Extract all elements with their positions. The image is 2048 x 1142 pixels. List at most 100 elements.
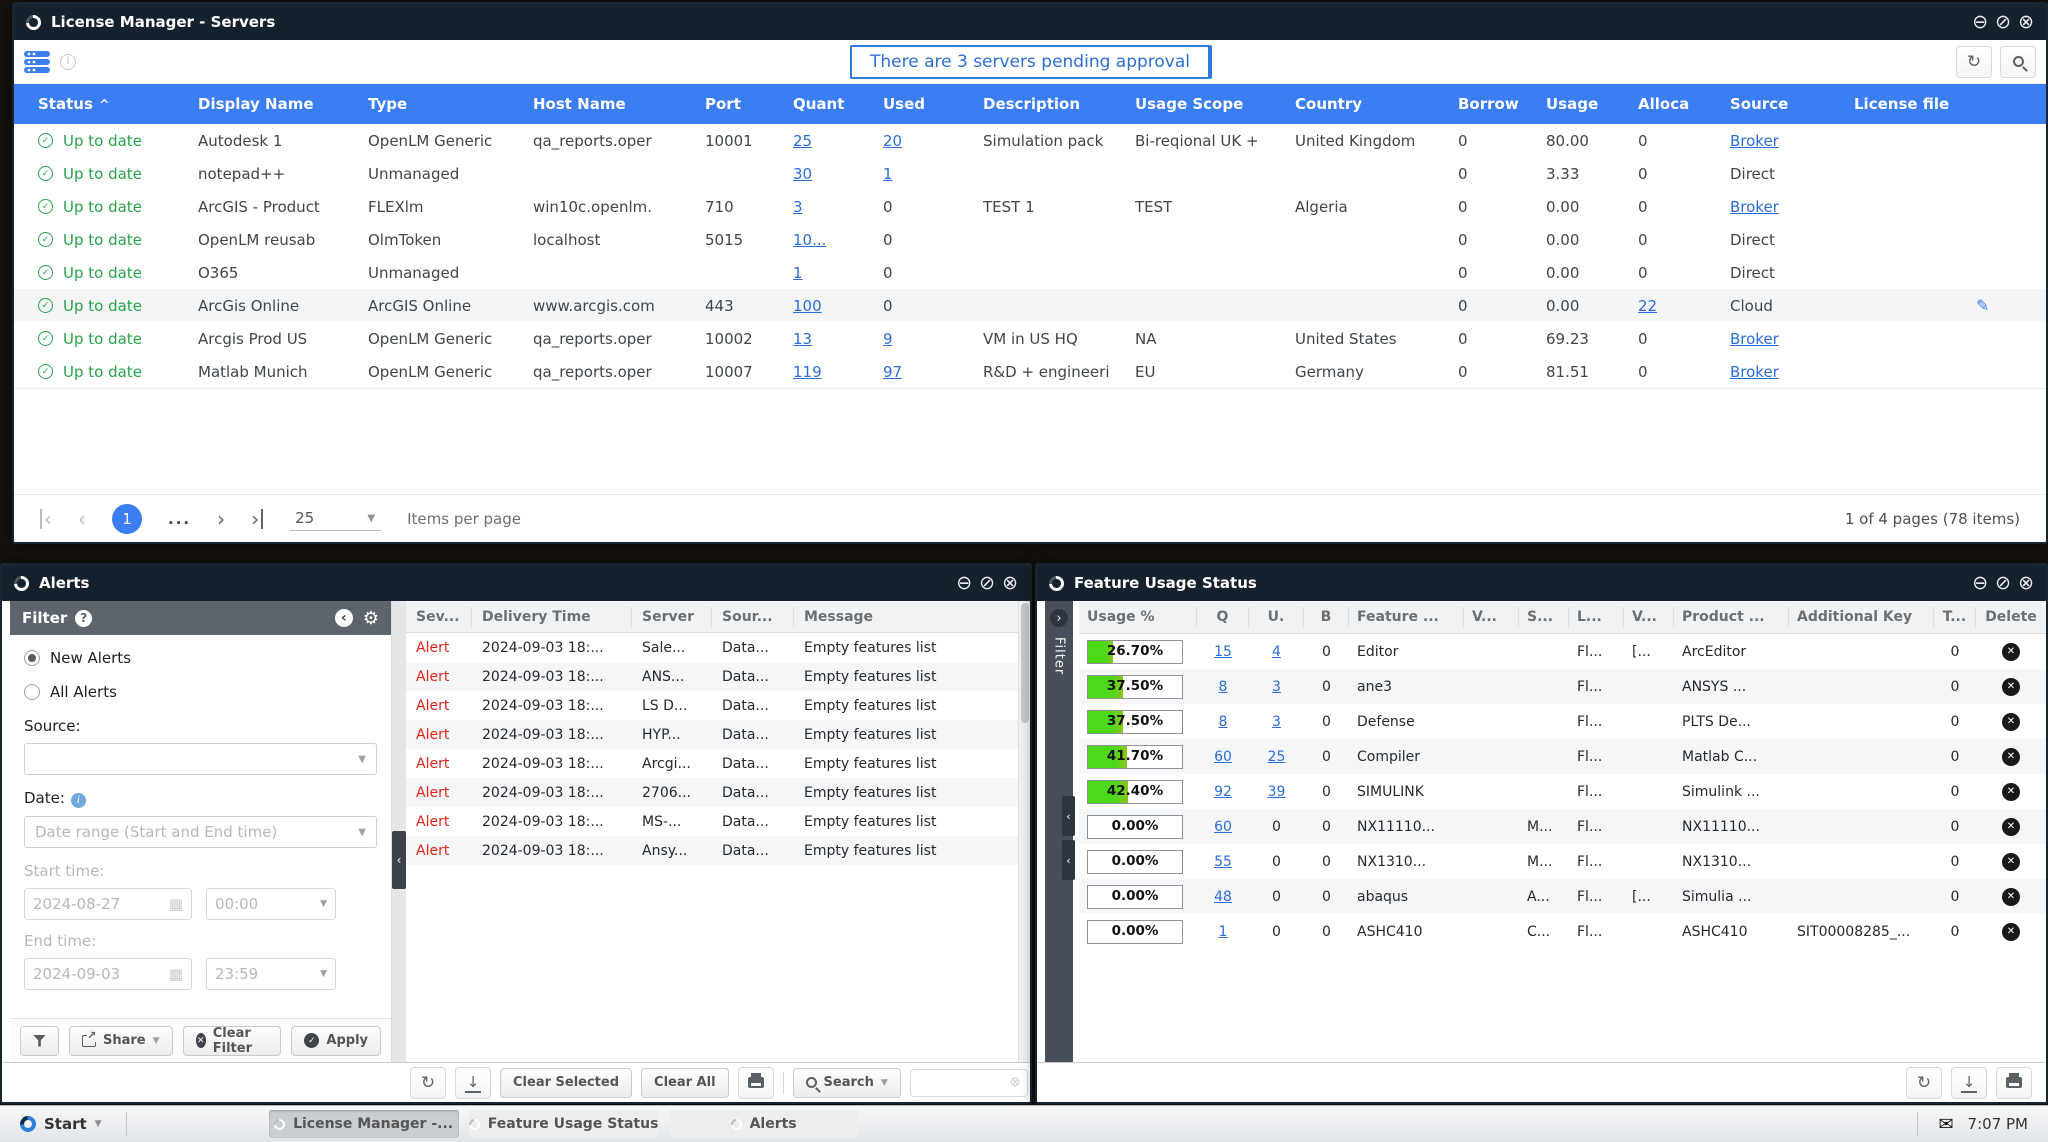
source-cell[interactable]: Broker [1730,329,1779,348]
quantity-cell[interactable]: 30 [793,164,813,183]
alert-row[interactable]: Alert 2024-09-03 18:... Sale... Data... Empt… [406,633,1018,662]
delete-icon[interactable]: ✕ [2002,712,2020,731]
delete-icon[interactable]: ✕ [2002,852,2020,871]
column-header-host-name[interactable]: Host Name [525,95,697,113]
column-header-status[interactable]: Status ^ [14,95,190,113]
next-page-button[interactable]: › [217,506,226,531]
scrollbar-thumb[interactable] [1021,603,1029,723]
quantity-cell[interactable]: 8 [1218,713,1228,730]
column-header-used[interactable]: Used [875,95,975,113]
taskbar-task-feature-usage-status[interactable]: Feature Usage Status [466,1110,659,1138]
quantity-cell[interactable]: 100 [793,296,822,315]
column-header-usage[interactable]: Usage [1538,95,1630,113]
delete-icon[interactable]: ✕ [2002,677,2020,696]
used-cell[interactable]: 39 [1267,783,1286,800]
column-header-q[interactable]: Q [1197,607,1249,627]
panel-splitter[interactable]: ‹ [392,601,406,1062]
download-button[interactable]: ↓ [455,1066,491,1099]
quantity-cell[interactable]: 13 [793,329,813,348]
column-header-quant[interactable]: Quant [785,95,875,113]
table-row[interactable]: ✓ Up to date ArcGis Online ArcGIS Online www… [14,289,2046,322]
feature-row[interactable]: 37.50% 8 3 0 ane3 Fl... ANSYS ... 0 ✕ [1079,669,2046,704]
minimize-icon[interactable]: ⊖ [1972,571,1989,594]
used-cell[interactable]: 25 [1267,748,1286,765]
first-page-button[interactable]: ‹ [40,508,52,529]
delete-icon[interactable]: ✕ [2002,922,2020,941]
table-row[interactable]: ✓ Up to date Arcgis Prod US OpenLM Generic q… [14,322,2046,355]
allocated-cell[interactable]: 22 [1638,296,1658,315]
column-header-product-[interactable]: Product ... [1674,607,1789,627]
column-header-feature-[interactable]: Feature ... [1349,607,1464,627]
feature-row[interactable]: 0.00% 60 0 0 NX11110... M... Fl... NX11110... 0 ✕ [1079,809,2046,844]
restore-icon[interactable]: ⊘ [1995,10,2012,33]
close-icon[interactable]: ⊗ [1002,571,1018,594]
column-header-sev-[interactable]: Sev... [406,606,472,627]
table-row[interactable]: ✓ Up to date notepad++ Unmanaged 30 1 0 3.33 0 Di… [14,157,2046,190]
current-page-button[interactable]: 1 [112,503,142,534]
quantity-cell[interactable]: 55 [1214,853,1232,870]
last-page-button[interactable]: › [251,508,264,529]
help-icon[interactable]: ? [75,609,93,627]
clear-selected-button[interactable]: Clear Selected [500,1067,633,1098]
close-icon[interactable]: ⊗ [2018,571,2034,594]
column-header-sour-[interactable]: Sour... [712,606,794,627]
quantity-cell[interactable]: 48 [1214,888,1232,905]
table-row[interactable]: ✓ Up to date ArcGIS - Product FLEXlm win10c.… [14,190,2046,223]
quantity-cell[interactable]: 15 [1214,643,1232,660]
info-icon[interactable]: i [70,793,86,808]
alert-row[interactable]: Alert 2024-09-03 18:... MS-... Data... Empty… [406,807,1018,836]
date-mode-select[interactable]: Date range (Start and End time) ▼ [24,816,377,848]
source-select[interactable]: ▼ [24,743,377,775]
delete-icon[interactable]: ✕ [2002,817,2020,836]
radio-new-alerts[interactable]: New Alerts [24,649,377,667]
calendar-icon[interactable]: ▦ [168,965,183,983]
column-header-additional-key[interactable]: Additional Key [1789,607,1934,627]
table-row[interactable]: ✓ Up to date Matlab Munich OpenLM Generic qa… [14,355,2046,388]
column-header-l-[interactable]: L... [1569,607,1624,627]
search-button[interactable]: Search ▼ [792,1067,901,1098]
mail-icon[interactable]: ✉ [1938,1113,1954,1135]
feature-row[interactable]: 26.70% 15 4 0 Editor Fl... [... ArcEditor 0 ✕ [1079,634,2046,669]
used-cell[interactable]: 4 [1272,643,1281,660]
restore-icon[interactable]: ⊘ [1995,571,2012,594]
more-pages-button[interactable]: ... [168,509,192,528]
delete-icon[interactable]: ✕ [2002,747,2020,766]
feature-row[interactable]: 42.40% 92 39 0 SIMULINK Fl... Simulink ... 0 ✕ [1079,774,2046,809]
quantity-cell[interactable]: 60 [1214,748,1232,765]
column-header-usage-[interactable]: Usage % [1079,607,1197,627]
used-cell[interactable]: 3 [1272,713,1281,730]
close-icon[interactable]: ⊗ [2018,10,2034,33]
apply-button[interactable]: ✓ Apply [291,1025,381,1056]
search-button[interactable] [2000,45,2036,78]
column-header-description[interactable]: Description [975,95,1127,113]
start-date-input[interactable]: 2024-08-27 ▦ [24,888,192,920]
refresh-button[interactable]: ↻ [1956,45,1992,78]
column-header-message[interactable]: Message [804,608,874,625]
column-header-port[interactable]: Port [697,95,785,113]
table-row[interactable]: ✓ Up to date O365 Unmanaged 1 0 0 0.00 0 Direct [14,256,2046,289]
filter-button[interactable] [20,1025,59,1056]
feature-row[interactable]: 0.00% 48 0 0 abaqus A... Fl... [... Simulia ... 0… [1079,879,2046,914]
alerts-scrollbar[interactable] [1018,601,1030,1062]
used-cell[interactable]: 97 [883,362,903,381]
clear-all-button[interactable]: Clear All [641,1067,729,1098]
gear-icon[interactable]: ⚙ [362,607,379,629]
delete-icon[interactable]: ✕ [2002,642,2020,661]
print-button[interactable] [737,1066,774,1099]
source-cell[interactable]: Broker [1730,197,1779,216]
used-cell[interactable]: 20 [883,131,903,150]
column-header-usage-scope[interactable]: Usage Scope [1127,95,1287,113]
column-header-delete[interactable]: Delete [1985,609,2037,625]
column-header-delivery-time[interactable]: Delivery Time [472,606,632,627]
quantity-cell[interactable]: 60 [1214,818,1232,835]
collapse-handle-icon[interactable]: ‹ [1062,840,1075,880]
share-button[interactable]: Share ▼ [69,1025,173,1056]
column-header-s-[interactable]: S... [1519,607,1569,627]
feature-row[interactable]: 0.00% 55 0 0 NX1310... M... Fl... NX1310... 0 ✕ [1079,844,2046,879]
column-header-server[interactable]: Server [632,606,712,627]
restore-icon[interactable]: ⊘ [979,571,996,594]
column-header-borrow[interactable]: Borrow [1450,95,1538,113]
quantity-cell[interactable]: 10... [793,230,827,249]
expand-filter-icon[interactable]: › [1050,609,1068,627]
end-time-input[interactable]: 23:59 ▼ [206,958,336,990]
